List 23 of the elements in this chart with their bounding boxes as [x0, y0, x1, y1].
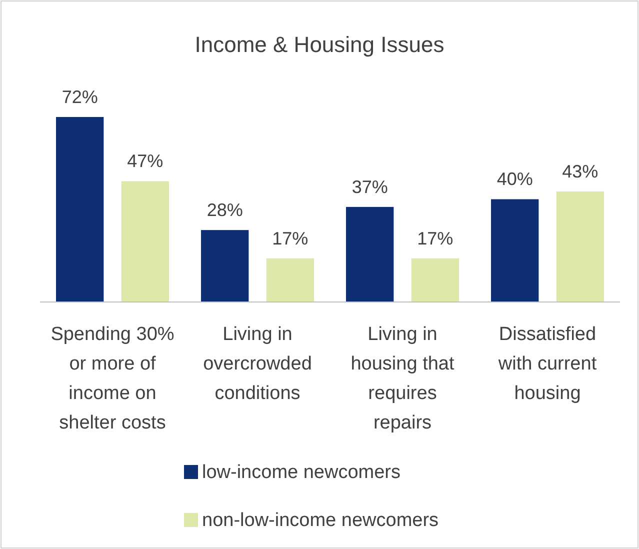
chart-title: Income & Housing Issues [194, 32, 444, 57]
bar [266, 258, 314, 302]
x-tick-label: Dissatisfied with current housing [497, 324, 598, 404]
data-label: 17% [272, 228, 308, 248]
data-label: 28% [206, 200, 243, 220]
data-label: 40% [496, 169, 533, 190]
x-tick-label: Spending 30% or more of income on shelter costs [50, 324, 174, 434]
x-tick-label: Living in housing that requires repairs [350, 324, 455, 434]
x-tick-label: Living in overcrowded conditions [203, 324, 312, 404]
bar [56, 117, 104, 302]
bar [201, 230, 249, 302]
data-label: 37% [352, 176, 388, 197]
bar [556, 192, 604, 302]
data-label: 43% [562, 162, 598, 182]
legend-label: low-income newcomers [202, 462, 401, 483]
data-label: 17% [417, 228, 454, 248]
data-label: 47% [127, 151, 164, 172]
bar [346, 206, 394, 302]
legend-label: non-low-income newcomers [202, 510, 439, 531]
bar [491, 199, 539, 302]
bar [121, 181, 169, 302]
bar [411, 258, 459, 302]
data-label: 72% [62, 87, 98, 107]
